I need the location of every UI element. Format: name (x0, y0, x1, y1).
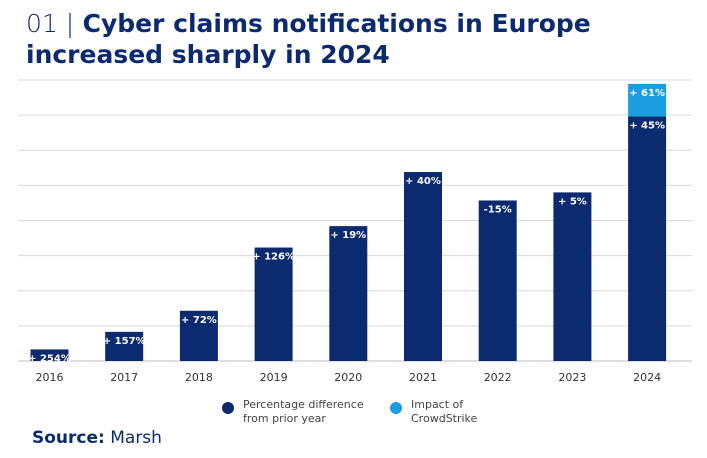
bar-2022 (478, 200, 517, 361)
legend-item-percentage: Percentage difference from prior year (222, 398, 393, 426)
source-name: Marsh (110, 428, 162, 448)
bar-2024 (628, 116, 667, 361)
x-tick-2018: 2018 (185, 371, 213, 384)
bar-2020 (329, 226, 368, 361)
chart-title: 01 | Cyber claims notifications in Europ… (26, 8, 696, 70)
bar-2016 (30, 349, 69, 361)
x-tick-2024: 2024 (633, 371, 661, 384)
source-note: Source: Marsh (32, 428, 162, 448)
legend-item-crowdstrike: Impact of CrowdStrike (390, 398, 561, 426)
bar-crowdstrike-2024 (628, 83, 667, 117)
data-label-crowdstrike-2024: + 61% (629, 88, 665, 99)
data-label-2022: -15% (484, 204, 512, 215)
legend-label-crowdstrike-2: CrowdStrike (411, 412, 478, 425)
x-tick-2021: 2021 (409, 371, 437, 384)
data-label-2023: + 5% (558, 196, 587, 207)
figure-number: 01 | (26, 9, 75, 38)
x-tick-2016: 2016 (36, 371, 64, 384)
legend-swatch-crowdstrike (390, 402, 402, 414)
data-label-2017: + 157% (103, 336, 146, 347)
title-line-2: increased sharply in 2024 (26, 40, 390, 69)
data-label-2024: + 45% (629, 121, 665, 132)
bar-2021 (404, 172, 442, 361)
bar-chart: + 254% 2016 + 157% 2017 + 72% 2018 + 126% 2019 +… (18, 79, 692, 384)
legend-label-percentage-2: from prior year (243, 412, 326, 425)
bar-2019 (254, 247, 293, 361)
title-line-1: Cyber claims notifications in Europe (82, 9, 591, 38)
legend-label-percentage-1: Percentage difference (243, 398, 364, 411)
x-tick-2020: 2020 (334, 371, 362, 384)
x-tick-2019: 2019 (260, 371, 288, 384)
data-label-2019: + 126% (252, 252, 295, 263)
source-prefix: Source: (32, 428, 105, 448)
bar-2017 (105, 331, 144, 361)
data-label-2021: + 40% (405, 176, 441, 187)
data-label-2016: + 254% (28, 353, 71, 364)
x-tick-2017: 2017 (110, 371, 138, 384)
data-label-2020: + 19% (330, 230, 366, 241)
x-tick-2023: 2023 (558, 371, 586, 384)
legend-label-crowdstrike-1: Impact of (411, 398, 464, 411)
bar-2018 (179, 310, 218, 361)
legend-swatch-percentage (222, 402, 234, 414)
x-tick-2022: 2022 (484, 371, 512, 384)
bar-2023 (553, 192, 592, 361)
data-label-2018: + 72% (181, 315, 217, 326)
